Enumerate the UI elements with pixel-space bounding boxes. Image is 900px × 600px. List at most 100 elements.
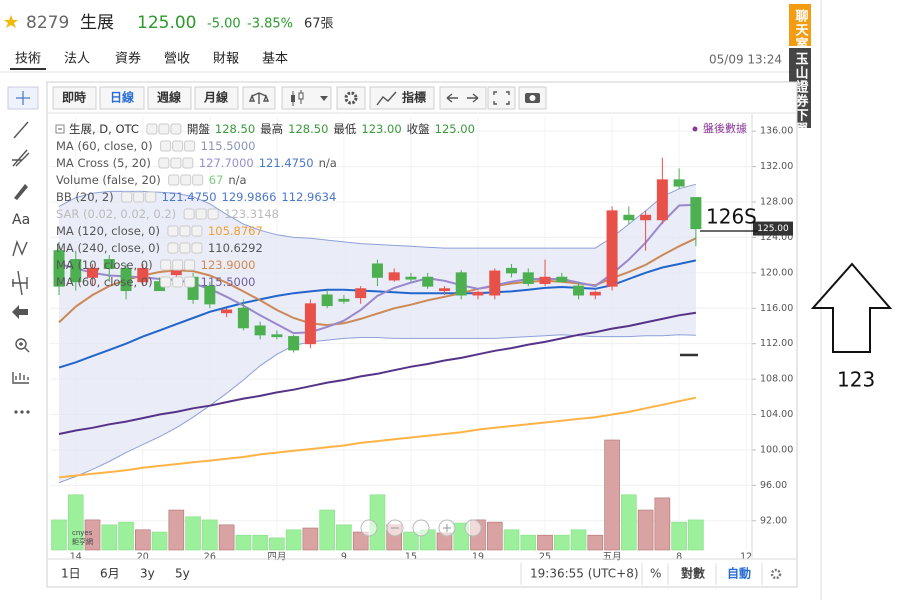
gear-icon	[344, 91, 358, 105]
tab[interactable]: 技術	[15, 52, 41, 67]
legend-control[interactable]	[160, 140, 172, 152]
chat-button[interactable]	[789, 4, 811, 46]
legend-control[interactable]	[184, 259, 196, 271]
indicator-label[interactable]: 指標	[402, 90, 426, 105]
legend-control[interactable]	[180, 174, 192, 186]
line-tool[interactable]	[13, 121, 29, 139]
legend-control[interactable]	[179, 225, 191, 237]
stats-tool[interactable]	[12, 372, 29, 384]
candle-body	[589, 291, 601, 296]
legend-control[interactable]	[191, 242, 203, 254]
button[interactable]	[99, 86, 145, 110]
legend-control[interactable]	[172, 276, 184, 288]
legend-control[interactable]	[191, 225, 203, 237]
legend-control[interactable]	[170, 123, 182, 135]
legend-control[interactable]	[158, 123, 170, 135]
tab[interactable]: 資券	[115, 51, 141, 67]
legend-control[interactable]	[167, 225, 179, 237]
after-hours-link[interactable]: 盤後數據	[703, 121, 747, 135]
candle-body	[673, 179, 685, 187]
legend-control[interactable]	[167, 242, 179, 254]
range-button[interactable]: 5y	[175, 567, 190, 581]
timeframe-button[interactable]: 月線	[203, 90, 228, 105]
volume-bar	[587, 534, 604, 551]
legend-control[interactable]	[184, 276, 196, 288]
legend-value: 121.4750	[259, 156, 314, 170]
legend-control[interactable]	[145, 191, 157, 203]
button[interactable]	[147, 86, 192, 110]
price-change: -5.00	[207, 17, 241, 32]
candle-body	[321, 294, 333, 307]
last-price-tag	[753, 221, 793, 236]
legend-name: Volume (false, 20)	[56, 173, 161, 187]
auto-toggle[interactable]: 自動	[727, 566, 751, 581]
fib-tool[interactable]	[12, 149, 30, 167]
bollinger-lower	[58, 334, 696, 484]
timeframe-button[interactable]: 週線	[157, 90, 181, 105]
volume-bar	[185, 516, 201, 551]
legend-control[interactable]	[179, 242, 191, 254]
more-dot[interactable]	[26, 410, 30, 414]
legend-control[interactable]	[168, 174, 180, 186]
zoom-tool[interactable]	[15, 338, 27, 350]
text-tool[interactable]: Aa	[12, 212, 30, 228]
button[interactable]	[194, 86, 239, 110]
log-toggle[interactable]: 對數	[681, 566, 705, 581]
crosshair-icon	[16, 91, 30, 105]
timeframe-button-active[interactable]: 日線	[110, 90, 134, 105]
more-dot[interactable]	[14, 410, 18, 414]
star[interactable]	[4, 15, 18, 28]
chat-label[interactable]: 聊天室	[793, 8, 809, 51]
legend-control[interactable]	[192, 174, 204, 186]
reset-zoom[interactable]	[412, 519, 430, 537]
stock-price: 125.00	[137, 13, 196, 33]
legend-value: 115.5000	[201, 275, 256, 289]
scroll-right[interactable]	[464, 519, 482, 537]
candle-body	[204, 285, 216, 305]
chart-type-button[interactable]	[281, 86, 332, 110]
pattern-tool[interactable]	[12, 239, 28, 257]
footer-settings[interactable]	[770, 568, 782, 580]
candle-body	[388, 272, 400, 281]
legend-control[interactable]	[195, 208, 207, 220]
legend-control[interactable]	[160, 259, 172, 271]
legend-control[interactable]	[133, 191, 145, 203]
legend-control[interactable]	[183, 208, 195, 220]
range-button[interactable]: 6月	[100, 567, 120, 581]
price-percent: -3.85%	[247, 17, 293, 32]
scroll-left[interactable]	[360, 519, 378, 537]
fullscreen-button[interactable]	[487, 86, 516, 110]
legend-control[interactable]	[170, 157, 182, 169]
legend-control[interactable]	[172, 140, 184, 152]
timeframe-button[interactable]: 即時	[62, 90, 86, 105]
y-tick-label: 124.00	[760, 232, 793, 243]
x-tick-label: 四月	[267, 552, 286, 563]
scale-icon	[248, 92, 270, 104]
range-button[interactable]: 3y	[140, 567, 155, 581]
more-dot[interactable]	[20, 410, 24, 414]
indicator-button[interactable]	[369, 86, 435, 110]
legend-control[interactable]	[160, 276, 172, 288]
remove-tool[interactable]	[12, 305, 28, 319]
legend-control[interactable]	[207, 208, 219, 220]
volume-bar	[604, 439, 620, 551]
tab[interactable]: 法人	[64, 52, 90, 67]
legend-control[interactable]	[146, 123, 158, 135]
measure-tool[interactable]	[12, 270, 28, 296]
legend-control[interactable]	[172, 259, 184, 271]
volume-bar	[688, 519, 704, 551]
undo-redo-button[interactable]	[439, 86, 487, 110]
tab[interactable]: 營收	[164, 52, 190, 67]
candle-icon	[298, 92, 304, 100]
range-button[interactable]: 1日	[61, 567, 81, 581]
tab[interactable]: 財報	[213, 52, 239, 67]
percent-toggle[interactable]: %	[650, 567, 661, 581]
button[interactable]	[52, 86, 97, 110]
legend-control[interactable]	[158, 157, 170, 169]
legend-control[interactable]	[121, 191, 133, 203]
legend-control[interactable]	[184, 140, 196, 152]
settings-button[interactable]	[336, 86, 366, 110]
brush-tool[interactable]	[14, 184, 28, 200]
legend-control[interactable]	[182, 157, 194, 169]
tab[interactable]: 基本	[262, 52, 288, 67]
